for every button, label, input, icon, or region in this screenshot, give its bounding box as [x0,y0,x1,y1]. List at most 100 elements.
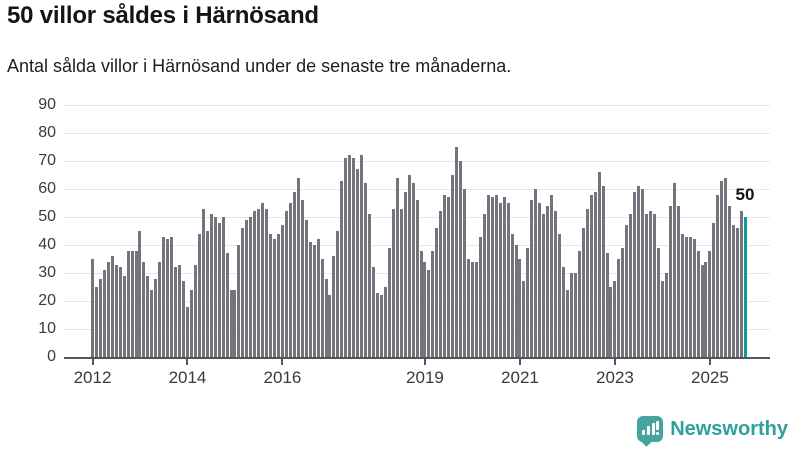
bar [447,197,451,357]
x-axis-tick [281,359,284,365]
bar [336,231,340,357]
bar [459,161,463,357]
bar [320,259,324,357]
bar [637,186,641,357]
bar [217,223,221,357]
chart-subtitle: Antal sålda villor i Härnösand under de … [7,56,512,76]
bar [403,192,407,357]
bar [130,251,134,357]
bar [356,169,360,357]
x-axis-tick [186,359,189,365]
bar [277,234,281,357]
bar [558,234,562,357]
x-axis-label: 2014 [168,368,207,387]
bar [257,209,261,357]
bar [300,200,304,357]
bar [316,239,320,357]
bar [684,237,688,357]
bar [593,192,597,357]
y-axis-label: 70 [38,152,56,169]
bar [482,214,486,357]
bar [114,265,118,357]
bar [185,307,189,357]
x-axis-tick [518,359,521,365]
bar [332,256,336,357]
bar [245,220,249,357]
bar [308,242,312,357]
newsworthy-logo: Newsworthy [637,416,788,447]
bar [633,192,637,357]
bar [653,214,657,357]
bar [728,206,732,357]
bar [609,287,613,357]
bar [221,217,225,357]
bar [265,209,269,357]
bar [688,237,692,357]
bar [312,245,316,357]
y-axis-label: 60 [38,180,56,197]
bar [554,211,558,357]
x-axis-tick [708,359,711,365]
bar [530,200,534,357]
bar [348,155,352,357]
bar [708,251,712,357]
y-axis-label: 80 [38,124,56,141]
bar [98,279,102,357]
bar [565,290,569,357]
y-axis-label: 40 [38,236,56,253]
bar [629,214,633,357]
gridline-90 [64,105,770,106]
bar [546,206,550,357]
bar [625,225,629,357]
bar [656,248,660,357]
bar [280,225,284,357]
bar [142,262,146,357]
bar [692,239,696,357]
bar [439,211,443,357]
bar [486,195,490,357]
gridline-60 [64,189,770,190]
bar [542,214,546,357]
bar [292,192,296,357]
x-axis-label: 2025 [691,368,729,387]
bar [415,200,419,357]
highlighted-bar [744,217,748,357]
bar [209,214,213,357]
y-axis-label: 20 [38,292,56,309]
y-axis-label: 10 [38,320,56,337]
x-axis-label: 2016 [263,368,302,387]
bar [605,253,609,357]
bar [364,183,368,357]
bar [534,189,538,357]
bar [150,290,154,357]
y-axis-label: 0 [47,348,56,365]
bar [617,259,621,357]
gridline-80 [64,133,770,134]
bar [736,228,740,357]
bar [261,203,265,357]
bar [344,158,348,357]
bar [94,287,98,357]
bar [360,155,364,357]
bar [269,234,273,357]
bar [407,175,411,357]
bar [205,231,209,357]
bar [201,209,205,357]
gridline-70 [64,161,770,162]
bar [383,287,387,357]
bar [470,262,474,357]
bar [522,281,526,357]
bar [158,262,162,357]
bar [162,237,166,357]
bar [514,245,518,357]
bar [423,262,427,357]
bar [427,270,431,357]
bar [387,248,391,357]
bar [379,295,383,357]
bar [340,181,344,357]
bar [550,195,554,357]
bar [467,259,470,357]
bar [649,211,653,357]
x-axis-label: 2021 [501,368,539,387]
bar [490,197,494,357]
